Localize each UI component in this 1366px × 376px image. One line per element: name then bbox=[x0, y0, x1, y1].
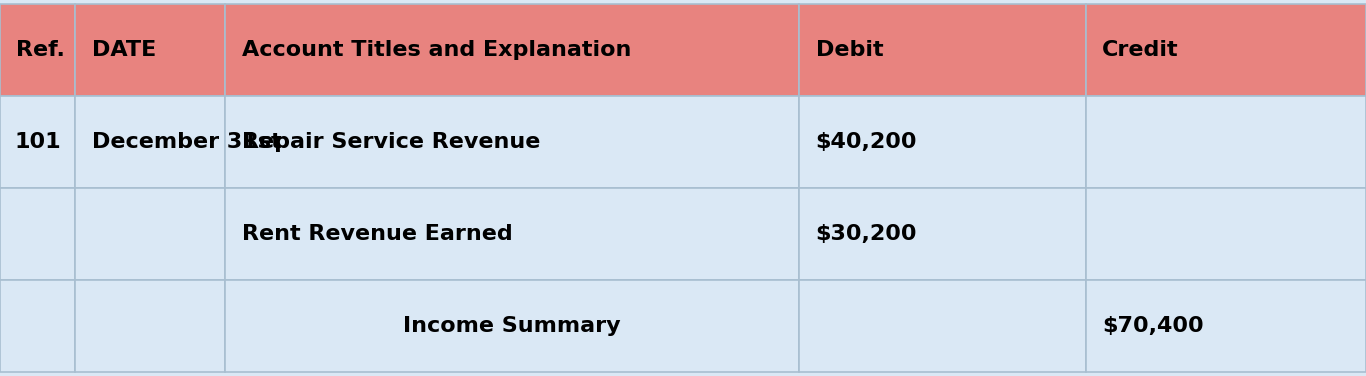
Bar bbox=[799, 280, 1086, 372]
Bar bbox=[0, 188, 75, 280]
Bar bbox=[0, 280, 75, 372]
Bar bbox=[225, 188, 799, 280]
Text: Account Titles and Explanation: Account Titles and Explanation bbox=[242, 40, 631, 60]
Bar bbox=[799, 188, 1086, 280]
Bar bbox=[799, 4, 1086, 96]
Text: $30,200: $30,200 bbox=[816, 224, 917, 244]
Text: Income Summary: Income Summary bbox=[403, 316, 622, 336]
Text: Ref.: Ref. bbox=[16, 40, 66, 60]
Bar bbox=[1086, 188, 1366, 280]
Text: Credit: Credit bbox=[1102, 40, 1179, 60]
Bar bbox=[1086, 280, 1366, 372]
Bar bbox=[799, 96, 1086, 188]
Text: Rent Revenue Earned: Rent Revenue Earned bbox=[242, 224, 512, 244]
Bar bbox=[75, 280, 225, 372]
Bar bbox=[225, 4, 799, 96]
Text: $40,200: $40,200 bbox=[816, 132, 917, 152]
Bar bbox=[1086, 4, 1366, 96]
Bar bbox=[0, 96, 75, 188]
Text: Repair Service Revenue: Repair Service Revenue bbox=[242, 132, 540, 152]
Text: December 31st: December 31st bbox=[92, 132, 281, 152]
Text: DATE: DATE bbox=[92, 40, 156, 60]
Bar bbox=[225, 280, 799, 372]
Bar bbox=[225, 96, 799, 188]
Text: 101: 101 bbox=[14, 132, 61, 152]
Text: Debit: Debit bbox=[816, 40, 884, 60]
Bar bbox=[75, 96, 225, 188]
Text: $70,400: $70,400 bbox=[1102, 316, 1203, 336]
Bar bbox=[0, 4, 75, 96]
Bar bbox=[75, 4, 225, 96]
Bar bbox=[1086, 96, 1366, 188]
Bar bbox=[75, 188, 225, 280]
